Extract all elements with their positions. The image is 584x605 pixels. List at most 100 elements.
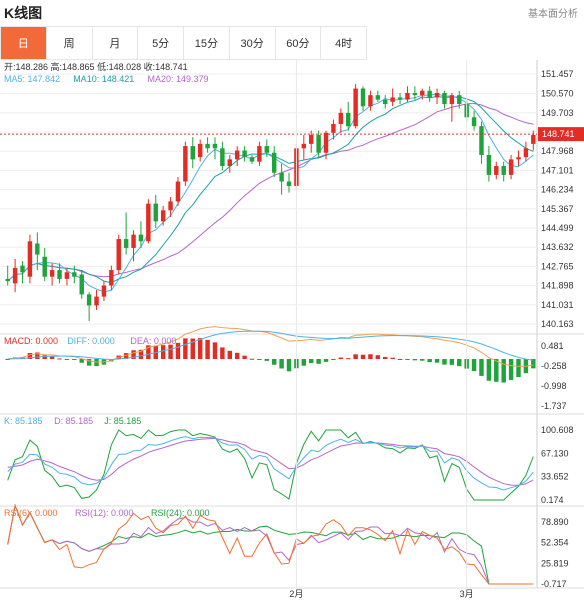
candle-body (12, 267, 18, 284)
macd-diff-line (7, 326, 534, 367)
candle-body (338, 112, 344, 124)
ma-legend-2: MA20: 149.379 (148, 74, 209, 84)
price-tick-label: 147.968 (541, 146, 574, 156)
price-tick-label: 145.367 (541, 204, 574, 214)
price-tick-label: 142.765 (541, 261, 574, 271)
candle-body (308, 135, 314, 144)
macd-bar (486, 359, 492, 381)
macd-bar (123, 353, 129, 360)
candle-body (42, 256, 47, 277)
macd-tick-label: -0.998 (541, 381, 567, 391)
candle-body (35, 243, 40, 255)
macd-bar (397, 358, 403, 360)
macd-bar (390, 357, 395, 360)
macd-bar (271, 359, 277, 365)
fundamental-analysis-link[interactable]: 基本面分析 (528, 9, 578, 20)
tab-4[interactable]: 15分 (184, 27, 230, 59)
candle-body (420, 90, 425, 96)
macd-bar (190, 338, 195, 360)
candle-body (227, 159, 233, 167)
chart-area: 151.457150.570149.703148.836147.968147.1… (0, 60, 584, 605)
candle-body (427, 90, 432, 98)
rsi6-line (7, 503, 534, 585)
page-title: K线图 (4, 5, 43, 21)
macd-bar (35, 352, 40, 360)
tab-1[interactable]: 周 (47, 27, 93, 59)
candle-body (494, 166, 499, 175)
macd-bar (375, 355, 381, 360)
ma20-line (7, 102, 534, 282)
macd-bar (57, 358, 62, 360)
kdj-d-line (7, 437, 534, 486)
candle-body (479, 126, 484, 155)
macd-bar (531, 359, 536, 369)
candle-body (368, 95, 373, 107)
candle-body (360, 88, 366, 107)
rsi-legend-0: RSI(6): 0.000 (4, 508, 58, 518)
macd-bar (338, 357, 344, 360)
rsi-legend-1: RSI(12): 0.000 (75, 508, 134, 518)
macd-bar (308, 359, 314, 364)
price-tick-label: 146.234 (541, 185, 574, 195)
kdj-legend-1: D: 85.185 (54, 416, 93, 426)
ma-legend-0: MA5: 147.842 (4, 74, 60, 84)
candle-body (131, 234, 136, 248)
header: K线图 基本面分析 (0, 0, 584, 26)
macd-legend-1: DIFF: 0.000 (67, 336, 115, 346)
candle-body (449, 95, 455, 105)
tab-2[interactable]: 月 (93, 27, 139, 59)
candle-body (5, 278, 10, 282)
macd-bar (368, 354, 373, 360)
candle-body (346, 112, 351, 127)
price-tick-label: 149.703 (541, 108, 574, 118)
price-tick-label: 140.163 (541, 319, 574, 329)
candle-body (64, 272, 70, 279)
candle-body (183, 146, 188, 182)
kdj-j-line (7, 429, 534, 501)
candle-body (153, 203, 158, 222)
candle-body (383, 99, 388, 105)
macd-bar (442, 359, 447, 365)
candle-body (190, 146, 195, 160)
x-axis-label-0: 2月 (289, 589, 303, 599)
candle-body (390, 97, 395, 102)
macd-bar (479, 359, 484, 376)
macd-bar (412, 359, 418, 361)
macd-bar (471, 359, 477, 372)
candle-body (123, 239, 129, 248)
candle-body (457, 95, 462, 105)
macd-bar (94, 359, 99, 367)
candle-body (79, 274, 84, 295)
candle-body (531, 135, 536, 144)
tab-3[interactable]: 5分 (138, 27, 184, 59)
ma-legend-1: MA10: 148.421 (73, 74, 134, 84)
macd-bar (286, 359, 292, 372)
macd-bar (264, 359, 270, 361)
macd-bar (138, 349, 144, 360)
macd-bar (360, 354, 366, 360)
kdj-k-line (7, 436, 534, 491)
price-tick-label: 144.499 (541, 223, 574, 233)
macd-bar (168, 344, 173, 360)
macd-bar (301, 359, 307, 366)
macd-bar (42, 355, 47, 360)
macd-bar (501, 359, 506, 383)
macd-bar (220, 347, 225, 360)
macd-bar (5, 359, 10, 361)
macd-bar (64, 359, 70, 361)
tab-7[interactable]: 4时 (321, 27, 367, 59)
tab-6[interactable]: 60分 (276, 27, 322, 59)
period-tabs: 日周月 5分 15分 30分 60分 4时 (0, 26, 367, 60)
macd-bar (79, 359, 84, 363)
tab-5[interactable]: 30分 (230, 27, 276, 59)
tab-0[interactable]: 日 (1, 27, 47, 59)
rsi-legend-2: RSI(24): 0.000 (151, 508, 210, 518)
macd-tick-label: -1.737 (541, 401, 567, 411)
macd-bar (183, 338, 188, 360)
price-tick-label: 141.898 (541, 281, 574, 291)
candle-body (146, 203, 151, 242)
macd-bar (131, 350, 136, 360)
kdj-tick-label: 33.652 (541, 472, 569, 482)
rsi-tick-label: 52.354 (541, 538, 569, 548)
candle-body (242, 150, 247, 158)
